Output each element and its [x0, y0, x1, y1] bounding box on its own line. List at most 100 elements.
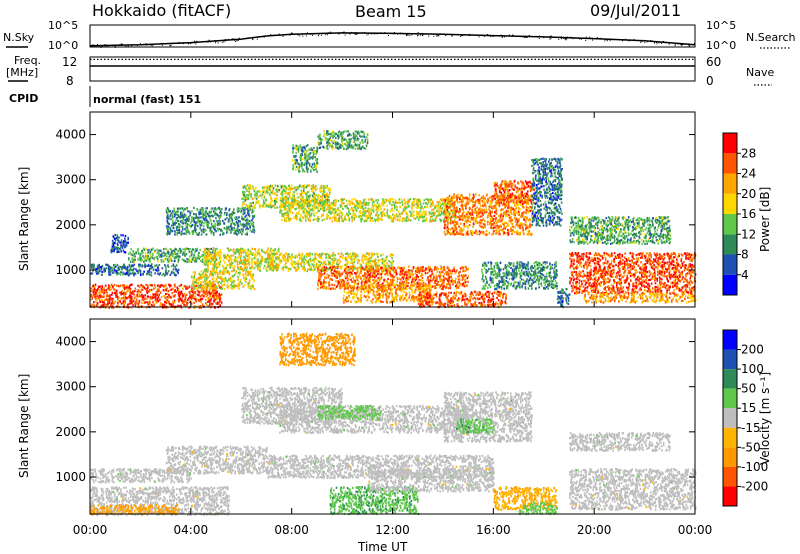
nsearch-point: [587, 37, 589, 39]
heatmap-cell: [116, 295, 119, 298]
heatmap-cell: [301, 184, 304, 188]
heatmap-cell: [287, 258, 290, 261]
heatmap-cell: [238, 255, 241, 258]
heatmap-cell: [162, 254, 165, 258]
heatmap-cell: [174, 283, 176, 286]
nsearch-point: [654, 42, 655, 44]
heatmap-cell: [105, 303, 107, 307]
heatmap-cell: [103, 267, 106, 270]
heatmap-cell: [258, 254, 261, 257]
heatmap-cell: [380, 207, 382, 211]
heatmap-cell: [111, 247, 113, 250]
heatmap-cell: [349, 203, 351, 206]
nsearch-point: [400, 33, 401, 35]
nsearch-point: [327, 32, 329, 34]
heatmap-cell: [186, 287, 188, 290]
heatmap-cell: [114, 269, 116, 272]
heatmap-cell: [318, 218, 320, 221]
heatmap-cell: [243, 185, 246, 188]
heatmap-cell: [221, 264, 224, 267]
heatmap-cell: [288, 255, 291, 258]
heatmap-cell: [164, 252, 167, 255]
heatmap-cell: [136, 293, 138, 296]
heatmap-cell: [312, 209, 315, 213]
nsearch-point: [257, 36, 259, 38]
nsearch-point: [599, 37, 601, 39]
heatmap-cell: [160, 295, 163, 298]
heatmap-cell: [270, 186, 272, 189]
heatmap-cell: [285, 262, 287, 265]
heatmap-cell: [186, 303, 188, 306]
heatmap-cell: [147, 249, 149, 252]
heatmap-cell: [220, 293, 223, 296]
heatmap-cell: [134, 301, 137, 304]
heatmap-cell: [318, 260, 320, 263]
heatmap-cell: [241, 262, 243, 265]
heatmap-cell: [247, 197, 250, 201]
nsearch-point: [489, 36, 491, 37]
heatmap-cell: [236, 222, 239, 225]
heatmap-cell: [140, 288, 143, 291]
heatmap-cell: [270, 199, 273, 202]
heatmap-cell: [375, 199, 377, 202]
heatmap-cell: [158, 273, 161, 276]
heatmap-cell: [238, 283, 241, 287]
heatmap-cell: [193, 301, 195, 304]
nsearch-point: [688, 44, 690, 46]
heatmap-cell: [299, 218, 301, 221]
heatmap-cell: [92, 269, 94, 272]
heatmap-cell: [261, 248, 263, 251]
nsearch-point: [519, 36, 521, 38]
nsearch-point: [644, 40, 646, 42]
heatmap-cell: [182, 248, 184, 251]
heatmap-cell: [204, 248, 206, 251]
heatmap-cell: [166, 287, 168, 290]
heatmap-cell: [385, 198, 388, 201]
heatmap-cell: [225, 207, 227, 210]
heatmap-cell: [253, 262, 256, 265]
heatmap-cell: [203, 256, 206, 259]
heatmap-cell: [203, 213, 205, 216]
heatmap-cell: [138, 258, 140, 261]
heatmap-cell: [365, 201, 367, 204]
heatmap-cell: [313, 260, 316, 263]
heatmap-cell: [313, 258, 316, 261]
heatmap-cell: [181, 293, 184, 296]
heatmap-cell: [272, 189, 274, 192]
heatmap-cell: [361, 259, 364, 262]
nsearch-point: [641, 41, 643, 43]
heatmap-cell: [240, 247, 242, 250]
nsearch-point: [196, 41, 198, 43]
heatmap-cell: [240, 251, 242, 254]
heatmap-cell: [193, 253, 195, 256]
nsearch-point: [215, 40, 217, 42]
heatmap-cell: [227, 286, 229, 290]
heatmap-cell: [298, 206, 300, 209]
heatmap-cell: [209, 283, 212, 286]
heatmap-cell: [226, 226, 228, 229]
heatmap-cell: [286, 257, 289, 261]
heatmap-cell: [118, 285, 121, 288]
heatmap-cell: [129, 290, 132, 293]
heatmap-cell: [177, 219, 179, 222]
heatmap-cell: [246, 189, 248, 192]
heatmap-cell: [410, 211, 412, 214]
heatmap-cell: [174, 294, 176, 297]
heatmap-cell: [165, 247, 167, 250]
heatmap-cell: [207, 268, 209, 271]
heatmap-cell: [368, 257, 370, 260]
heatmap-cell: [172, 268, 175, 271]
heatmap-cell: [387, 265, 390, 268]
heatmap-cell: [378, 206, 381, 209]
heatmap-cell: [227, 278, 230, 281]
heatmap-cell: [205, 261, 207, 264]
heatmap-cell: [411, 203, 414, 206]
heatmap-cell: [214, 225, 217, 228]
nsearch-point: [370, 33, 372, 34]
heatmap-cell: [216, 251, 218, 254]
heatmap-cell: [212, 264, 215, 267]
heatmap-cell: [153, 251, 155, 254]
heatmap-cell: [214, 207, 216, 211]
heatmap-cell: [246, 212, 249, 215]
heatmap-cell: [205, 277, 207, 280]
